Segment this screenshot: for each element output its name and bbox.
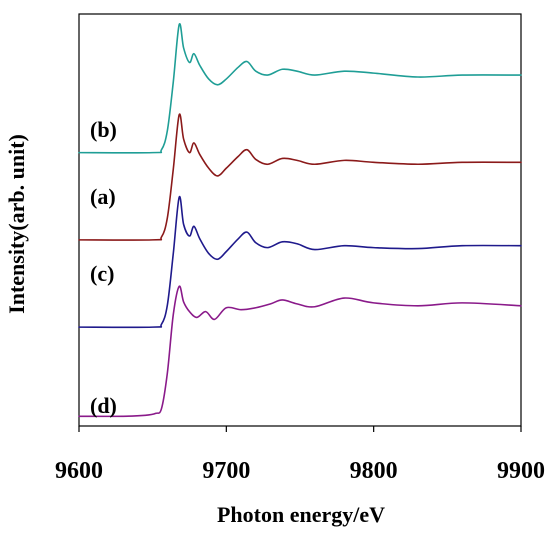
y-axis-title: Intensity(arb. unit) (4, 134, 29, 314)
x-tick-label-0: 9600 (55, 458, 103, 484)
series-label-0: (b) (90, 117, 117, 142)
series-layer (78, 22, 522, 418)
x-tick-label-3: 9900 (497, 458, 545, 484)
series-label-3: (d) (90, 393, 117, 418)
x-tick-label-2: 9800 (350, 458, 398, 484)
series-label-1: (a) (90, 184, 116, 209)
series-label-layer: (b) (a) (c) (d) (90, 117, 117, 418)
x-tick-label-1: 9700 (202, 458, 250, 484)
series-line-0 (78, 22, 522, 154)
plot-frame (78, 13, 522, 427)
series-label-2: (c) (90, 261, 114, 286)
x-tick-layer: 9600 9700 9800 9900 (55, 426, 545, 484)
series-line-3 (78, 285, 522, 418)
series-line-1 (78, 113, 522, 241)
series-line-2 (78, 195, 522, 329)
x-axis-title: Photon energy/eV (217, 502, 385, 527)
